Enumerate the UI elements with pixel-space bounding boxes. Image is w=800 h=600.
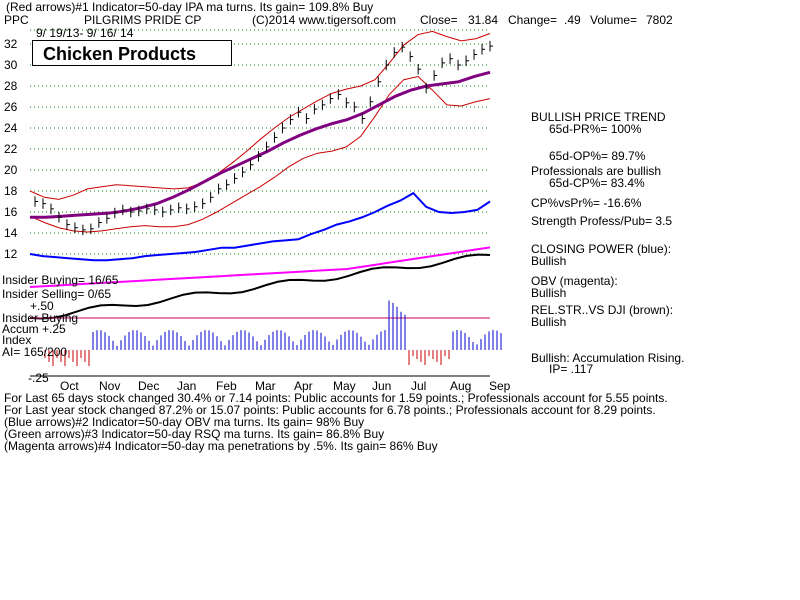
insider-buying-count: Insider Buying= 16/65 xyxy=(2,273,119,287)
close-value: 31.84 xyxy=(468,13,499,27)
strength-label: Strength Profess/Pub= 3.5 xyxy=(531,214,673,228)
trend-label: BULLISH PRICE TREND xyxy=(531,110,666,124)
y-tick-label: 12 xyxy=(4,247,18,261)
professionals-label: Professionals are bullish xyxy=(531,164,662,178)
y-tick-label: 28 xyxy=(4,79,18,93)
y-tick-label: 14 xyxy=(4,226,18,240)
x-tick-label: Oct xyxy=(60,379,79,393)
volume-label: Volume= xyxy=(590,13,638,27)
accum-minus25: -.25 xyxy=(28,371,49,385)
insider-buying-label: Insider Buying xyxy=(2,311,79,325)
insider-selling-count: Insider Selling= 0/65 xyxy=(2,287,112,301)
x-tick-label: Sep xyxy=(489,379,511,393)
index-label: Index xyxy=(2,333,32,347)
y-tick-label: 32 xyxy=(4,37,18,51)
y-tick-label: 22 xyxy=(4,142,18,156)
y-tick-label: 24 xyxy=(4,121,18,135)
relstr-value: Bullish xyxy=(531,315,567,329)
ticker: PPC xyxy=(4,13,29,27)
change-value: .49 xyxy=(564,13,581,27)
footer-line-2: For Last year stock changed 87.2% or 15.… xyxy=(4,403,656,417)
company-name: PILGRIMS PRIDE CP xyxy=(84,13,202,27)
obv-label: OBV (magenta): xyxy=(531,274,618,288)
relstr-label: REL.STR..VS DJI (brown): xyxy=(531,303,674,317)
ai-label: AI= 165/200 xyxy=(2,345,68,359)
date-range: 9/ 19/13- 9/ 16/ 14 xyxy=(36,26,134,40)
close-label: Close= xyxy=(420,13,458,27)
closing-power-label: CLOSING POWER (blue): xyxy=(531,242,672,256)
accum-plus50: +.50 xyxy=(30,299,54,313)
chart-title-box: Chicken Products xyxy=(32,40,232,66)
x-tick-label: Apr xyxy=(294,379,313,393)
y-tick-label: 26 xyxy=(4,100,18,114)
obv-value: Bullish xyxy=(531,286,567,300)
closing-power-line xyxy=(29,191,491,262)
x-tick-label: Jan xyxy=(177,379,196,393)
change-label: Change= xyxy=(508,13,558,27)
x-tick-label: Aug xyxy=(450,379,471,393)
footer-line-4: (Green arrows)#3 Indicator=50-day RSQ ma… xyxy=(4,427,385,441)
footer-line-5: (Magenta arrows)#4 Indicator=50-day ma p… xyxy=(4,439,438,453)
x-tick-label: Mar xyxy=(255,379,276,393)
y-tick-label: 30 xyxy=(4,58,18,72)
obv-line xyxy=(29,246,491,288)
x-tick-label: Feb xyxy=(216,379,237,393)
copyright: (C)2014 www.tigersoft.com xyxy=(252,13,397,27)
op-label: 65d-OP%= 89.7% xyxy=(549,149,646,163)
pr-label: 65d-PR%= 100% xyxy=(549,122,642,136)
upper-band-line xyxy=(29,30,491,200)
x-tick-label: Jun xyxy=(372,379,391,393)
volume-value: 7802 xyxy=(646,13,673,27)
relstr-line xyxy=(29,253,491,320)
ip-label: IP= .117 xyxy=(549,362,594,376)
accum-label: Accum +.25 xyxy=(2,322,66,336)
y-tick-label: 20 xyxy=(4,163,18,177)
cpvspr-label: CP%vsPr%= -16.6% xyxy=(531,196,642,210)
x-tick-label: May xyxy=(333,379,356,393)
lower-band-line xyxy=(29,76,491,233)
indicator-1-label: (Red arrows)#1 Indicator=50-day IPA ma t… xyxy=(6,0,374,14)
footer-line-1: For Last 65 days stock changed 30.4% or … xyxy=(4,391,668,405)
x-tick-label: Jul xyxy=(411,379,426,393)
cp-label: 65d-CP%= 83.4% xyxy=(549,176,645,190)
accum-status: Bullish: Accumulation Rising. xyxy=(531,351,685,365)
y-tick-label: 16 xyxy=(4,205,18,219)
x-tick-label: Nov xyxy=(99,379,120,393)
footer-line-3: (Blue arrows)#2 Indicator=50-day OBV ma … xyxy=(4,415,365,429)
y-tick-label: 18 xyxy=(4,184,18,198)
closing-power-value: Bullish xyxy=(531,254,567,268)
x-tick-label: Dec xyxy=(138,379,159,393)
ma50-line xyxy=(30,70,491,219)
